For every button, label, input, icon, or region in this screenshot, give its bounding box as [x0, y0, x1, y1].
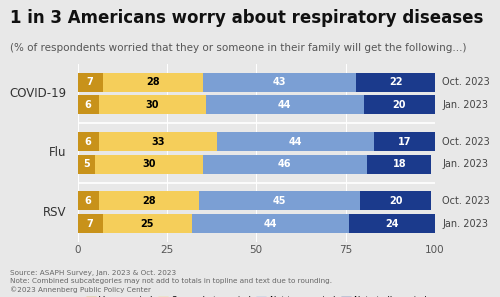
Bar — [199, 192, 360, 211]
Text: 22: 22 — [389, 77, 402, 87]
Text: Source: ASAPH Survey, Jan. 2023 & Oct. 2023
Note: Combined subcategories may not: Source: ASAPH Survey, Jan. 2023 & Oct. 2… — [10, 270, 332, 293]
Bar — [374, 132, 435, 151]
Bar — [99, 95, 206, 114]
Bar — [356, 73, 435, 92]
Bar — [192, 214, 349, 233]
Text: 25: 25 — [140, 219, 154, 229]
Text: 20: 20 — [389, 196, 402, 206]
Bar — [78, 132, 99, 151]
Bar — [217, 132, 374, 151]
Text: 7: 7 — [86, 219, 94, 229]
Bar — [78, 155, 96, 174]
Bar — [202, 73, 356, 92]
Text: 46: 46 — [278, 159, 291, 169]
Text: 43: 43 — [272, 77, 286, 87]
Text: Jan. 2023: Jan. 2023 — [442, 159, 488, 169]
Text: (% of respondents worried that they or someone in their family will get the foll: (% of respondents worried that they or s… — [10, 43, 466, 53]
Bar — [78, 214, 102, 233]
Bar — [367, 155, 432, 174]
Bar — [78, 73, 102, 92]
Bar — [364, 95, 435, 114]
Text: 44: 44 — [264, 219, 278, 229]
Text: 44: 44 — [278, 100, 291, 110]
Text: 18: 18 — [392, 159, 406, 169]
Text: 28: 28 — [142, 196, 156, 206]
Bar — [349, 214, 435, 233]
Text: 17: 17 — [398, 137, 411, 146]
Bar — [99, 132, 217, 151]
Text: 33: 33 — [151, 137, 164, 146]
Bar — [360, 192, 432, 211]
Text: 6: 6 — [85, 196, 91, 206]
Text: 30: 30 — [146, 100, 160, 110]
Bar — [78, 95, 99, 114]
Text: 6: 6 — [85, 100, 91, 110]
Text: Flu: Flu — [50, 146, 67, 159]
Text: Oct. 2023: Oct. 2023 — [442, 196, 490, 206]
Bar — [202, 155, 367, 174]
Text: 7: 7 — [86, 77, 94, 87]
Text: COVID-19: COVID-19 — [10, 87, 67, 100]
Bar — [78, 192, 99, 211]
Text: 24: 24 — [386, 219, 399, 229]
Text: 6: 6 — [85, 137, 91, 146]
Text: 1 in 3 Americans worry about respiratory diseases: 1 in 3 Americans worry about respiratory… — [10, 9, 484, 27]
Text: Oct. 2023: Oct. 2023 — [442, 77, 490, 87]
Text: 44: 44 — [289, 137, 302, 146]
Bar — [96, 155, 202, 174]
Text: Jan. 2023: Jan. 2023 — [442, 100, 488, 110]
Bar — [102, 214, 192, 233]
Text: 30: 30 — [142, 159, 156, 169]
Bar — [206, 95, 364, 114]
Text: RSV: RSV — [44, 206, 67, 219]
Bar — [99, 192, 199, 211]
Legend: Very worried, Somewhat worried, Not too worried, Not at all worried: Very worried, Somewhat worried, Not too … — [86, 296, 427, 297]
Text: Jan. 2023: Jan. 2023 — [442, 219, 488, 229]
Bar — [102, 73, 202, 92]
Text: 5: 5 — [83, 159, 90, 169]
Text: Oct. 2023: Oct. 2023 — [442, 137, 490, 146]
Text: 28: 28 — [146, 77, 160, 87]
Text: 20: 20 — [392, 100, 406, 110]
Text: 45: 45 — [272, 196, 286, 206]
